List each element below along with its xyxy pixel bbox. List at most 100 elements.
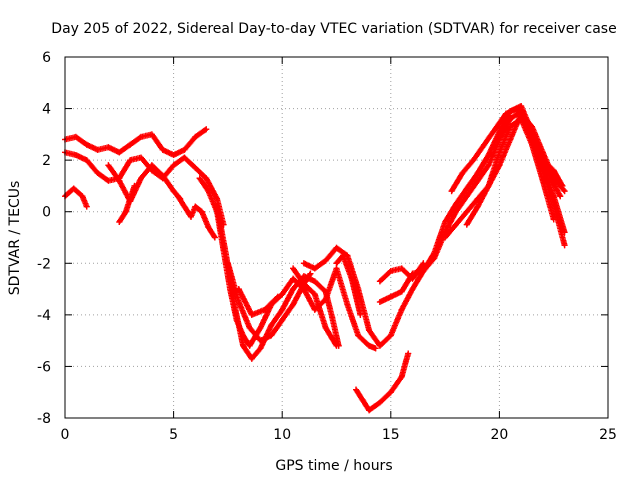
data-point: [231, 301, 238, 308]
data-point: [170, 188, 177, 195]
data-point: [70, 185, 77, 192]
data-point: [481, 141, 488, 148]
data-point: [333, 265, 340, 272]
data-point: [279, 291, 286, 298]
data-point: [205, 188, 212, 195]
y-tick-label: -2: [37, 256, 51, 272]
x-tick-label: 5: [169, 427, 178, 443]
series-pass-h: [214, 203, 342, 362]
data-point: [372, 345, 379, 352]
data-point: [174, 193, 181, 200]
y-tick-label: -4: [37, 308, 51, 324]
data-point: [459, 170, 466, 177]
data-point: [192, 203, 199, 210]
y-tick-label: 0: [42, 205, 51, 221]
data-point: [474, 203, 481, 210]
data-point: [268, 322, 275, 329]
data-point: [387, 293, 394, 300]
data-point: [485, 182, 492, 189]
series-pass-t: [539, 157, 566, 189]
data-point: [246, 324, 253, 331]
data-point: [470, 157, 477, 164]
data-point: [290, 265, 297, 272]
series-pass-s: [463, 115, 557, 228]
data-point: [452, 221, 459, 228]
data-point: [127, 141, 134, 148]
data-point: [387, 268, 394, 275]
data-point: [196, 175, 203, 182]
data-point: [94, 146, 101, 153]
y-axis-label: SDTVAR / TECUs: [7, 181, 23, 296]
series-track: [353, 350, 412, 414]
data-point: [248, 355, 255, 362]
data-point: [214, 203, 221, 210]
data-point: [507, 136, 514, 143]
data-point: [94, 170, 101, 177]
data-point: [274, 293, 281, 300]
data-point: [463, 208, 470, 215]
data-point: [279, 317, 286, 324]
data-point: [333, 244, 340, 251]
data-point: [79, 193, 86, 200]
data-point: [268, 332, 275, 339]
data-point: [192, 133, 199, 140]
data-point: [559, 182, 566, 189]
series-pass-e: [116, 182, 138, 226]
data-point: [485, 162, 492, 169]
data-point: [311, 265, 318, 272]
x-tick-label: 15: [382, 427, 400, 443]
data-point: [357, 311, 364, 318]
data-point: [148, 131, 155, 138]
data-point: [329, 314, 336, 321]
data-point: [463, 221, 470, 228]
data-point: [198, 208, 205, 215]
data-point: [502, 110, 509, 117]
data-point: [257, 324, 264, 331]
data-point: [83, 203, 90, 210]
data-point: [300, 260, 307, 267]
data-point: [376, 298, 383, 305]
data-point: [187, 213, 194, 220]
data-point: [214, 195, 221, 202]
data-point: [535, 146, 542, 153]
data-point: [203, 126, 210, 133]
data-point: [366, 342, 373, 349]
series-pass-p: [376, 260, 427, 285]
data-point: [170, 162, 177, 169]
data-point: [452, 200, 459, 207]
data-point: [474, 177, 481, 184]
data-point: [420, 268, 427, 275]
series-track: [116, 182, 138, 225]
series-pass-f: [174, 193, 218, 241]
plot-frame: [64, 56, 609, 419]
data-point: [322, 324, 329, 331]
data-point: [224, 260, 231, 267]
data-point: [261, 306, 268, 313]
data-point: [431, 249, 438, 256]
series-pass-m: [333, 252, 364, 318]
data-point: [353, 386, 360, 393]
data-point: [192, 164, 199, 171]
data-point: [203, 175, 210, 182]
data-point: [348, 275, 355, 282]
series-pass-j: [235, 286, 281, 318]
y-tick-label: -8: [37, 411, 51, 427]
y-tick-label: 6: [42, 50, 51, 66]
data-point: [550, 167, 557, 174]
data-point: [211, 234, 218, 241]
data-point: [539, 177, 546, 184]
data-point: [518, 115, 525, 122]
data-point: [420, 260, 427, 267]
data-point: [235, 286, 242, 293]
data-point: [279, 306, 286, 313]
data-point: [550, 216, 557, 223]
data-point: [561, 242, 568, 249]
data-point: [235, 298, 242, 305]
data-point: [322, 257, 329, 264]
data-point: [131, 182, 138, 189]
data-point: [355, 332, 362, 339]
data-point: [513, 105, 520, 112]
data-point: [376, 399, 383, 406]
data-point: [116, 149, 123, 156]
x-tick-label: 25: [599, 427, 617, 443]
